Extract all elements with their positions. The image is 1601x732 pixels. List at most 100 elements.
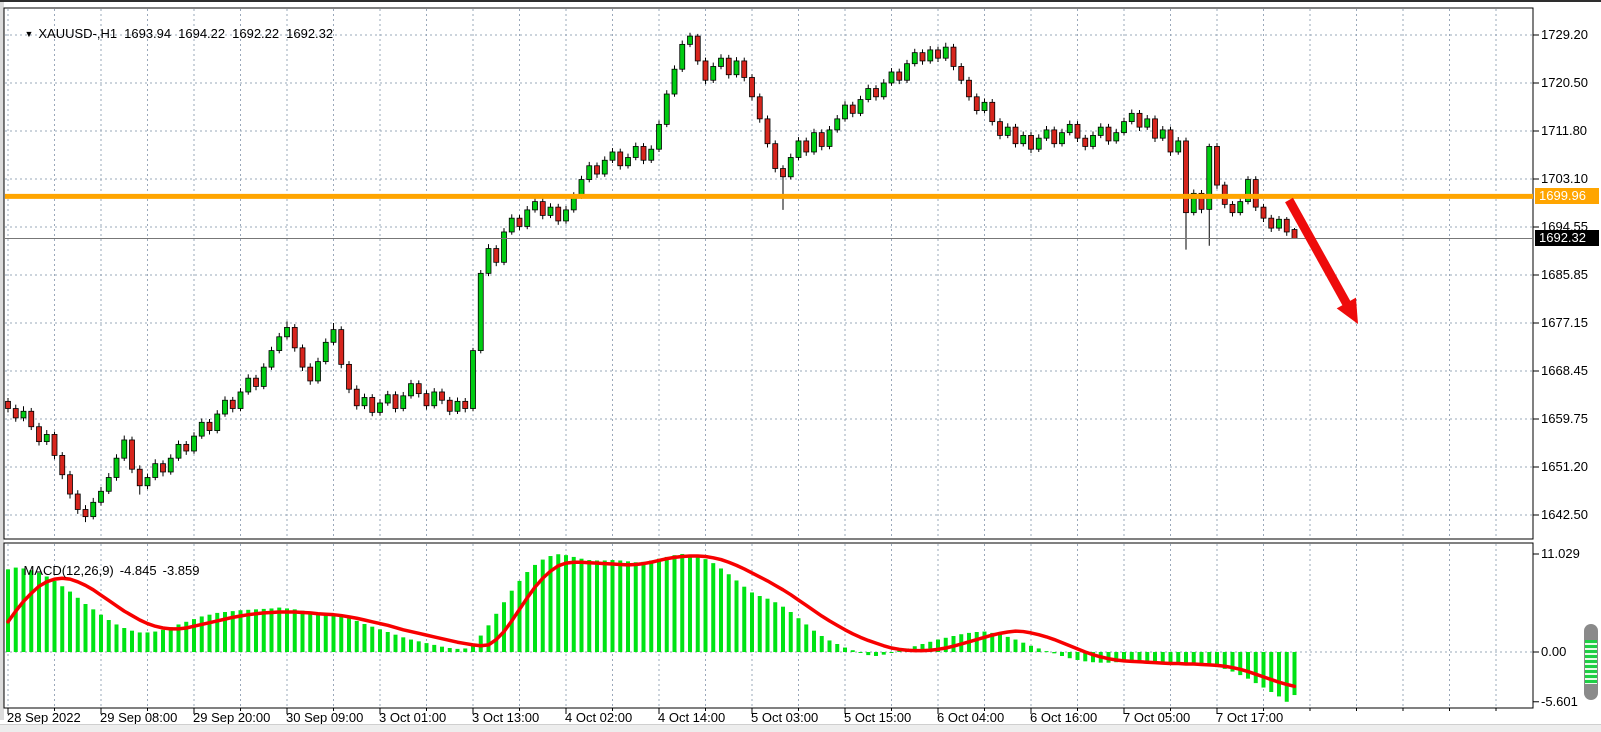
macd-histogram-bar: [1044, 651, 1049, 653]
macd-histogram-bar: [502, 602, 506, 652]
candle-body: [423, 393, 430, 407]
macd-histogram-bar: [618, 560, 623, 652]
scrollbar-thumb-stripes: [1585, 640, 1597, 684]
time-axis-label: 4 Oct 02:00: [565, 710, 633, 725]
macd-name: MACD(12,26,9): [23, 563, 114, 578]
candle-body: [408, 383, 414, 397]
macd-histogram-bar: [52, 580, 57, 652]
macd-histogram-bar: [246, 609, 251, 652]
time-axis-label: 7 Oct 17:00: [1216, 710, 1284, 725]
macd-histogram-bar: [1114, 652, 1119, 663]
candle-body: [1260, 206, 1267, 219]
candle-body: [191, 435, 197, 452]
candle-body: [330, 329, 337, 343]
candle-body: [508, 217, 515, 233]
candle-body: [1229, 203, 1236, 214]
macd-histogram-bar: [835, 644, 840, 652]
candle-body: [121, 439, 128, 459]
macd-histogram-bar: [168, 627, 173, 652]
candle-body: [198, 421, 205, 437]
candle-body: [687, 35, 693, 45]
candle-body: [547, 206, 554, 216]
macd-histogram-bar: [432, 644, 437, 652]
candle-body: [1090, 135, 1096, 147]
candle-body: [59, 455, 66, 476]
candle-body: [454, 400, 461, 412]
macd-histogram-bar: [951, 636, 956, 652]
macd-histogram-bar: [943, 637, 948, 652]
candle-body: [842, 104, 848, 120]
time-axis-label: 5 Oct 03:00: [751, 710, 819, 725]
macd-signal-value: -3.859: [162, 563, 200, 578]
candle-body: [1245, 179, 1251, 203]
current-price-tag: 1692.32: [1535, 230, 1599, 247]
macd-histogram-bar: [223, 612, 227, 652]
macd-histogram-bar: [595, 560, 599, 652]
macd-histogram-bar: [881, 652, 886, 655]
candle-body: [896, 71, 903, 81]
time-axis-label: 29 Sep 20:00: [193, 710, 271, 725]
candle-body: [865, 88, 872, 100]
macd-histogram-bar: [1137, 652, 1142, 664]
candle-body: [1043, 129, 1050, 139]
macd-histogram-bar: [579, 558, 584, 652]
macd-histogram-bar: [889, 652, 894, 653]
candle-body: [253, 377, 259, 387]
macd-histogram-bar: [819, 636, 824, 652]
macd-histogram-bar: [122, 628, 127, 652]
candle-body: [873, 88, 879, 98]
macd-histogram-bar: [114, 624, 119, 652]
macd-histogram-bar: [494, 613, 499, 652]
macd-histogram-bar: [812, 630, 816, 652]
candle-body: [555, 206, 562, 222]
candle-body: [772, 143, 779, 169]
macd-histogram-bar: [230, 611, 235, 652]
candle-body: [477, 272, 484, 351]
high-value: 1694.22: [178, 26, 226, 41]
candle-body: [849, 104, 856, 114]
macd-histogram-bar: [401, 637, 406, 652]
macd-histogram-bar: [1029, 645, 1033, 652]
candle-body: [462, 400, 469, 409]
candle-body: [1214, 146, 1220, 186]
candle-body: [501, 231, 507, 263]
macd-histogram-bar: [91, 609, 96, 652]
candle-body: [36, 426, 42, 443]
scrollbar-thumb[interactable]: [1584, 624, 1598, 700]
macd-histogram-bar: [796, 618, 801, 652]
macd-histogram-bar: [1246, 652, 1250, 679]
macd-histogram-bar: [1230, 652, 1235, 672]
macd-signal-line: [6, 554, 1297, 689]
macd-histogram-bar: [176, 624, 181, 652]
macd-histogram-bar: [827, 640, 832, 652]
candle-body: [268, 350, 275, 368]
candle-body: [346, 363, 352, 390]
candle-body: [1206, 146, 1213, 210]
candle-body: [20, 410, 27, 419]
macd-histogram-bar: [858, 652, 863, 653]
macd-histogram-bar: [1284, 652, 1289, 702]
macd-histogram-bar: [238, 610, 243, 652]
candle-body: [284, 327, 290, 338]
macd-histogram-bar: [571, 556, 576, 652]
macd-histogram-bar: [610, 560, 615, 652]
candle-body: [942, 46, 949, 59]
macd-histogram-bar: [664, 556, 669, 652]
price-axis-label: 1729.20: [1541, 27, 1588, 42]
candle-body: [144, 477, 151, 487]
macd-histogram-bar: [1184, 652, 1188, 666]
candle-body: [1190, 192, 1197, 214]
macd-histogram-bar: [695, 556, 700, 652]
time-axis-label: 30 Sep 09:00: [286, 710, 364, 725]
macd-histogram-bar: [672, 555, 677, 652]
macd-histogram-bar: [447, 648, 452, 652]
candle-body: [958, 66, 965, 81]
price-axis-label: 1659.75: [1541, 411, 1588, 426]
macd-histogram-bar: [1238, 652, 1243, 676]
macd-histogram-bar: [711, 563, 716, 652]
macd-histogram-bar: [153, 631, 158, 652]
candle-body: [1136, 112, 1143, 128]
candle-body: [795, 140, 802, 158]
macd-histogram-bar: [370, 626, 375, 652]
